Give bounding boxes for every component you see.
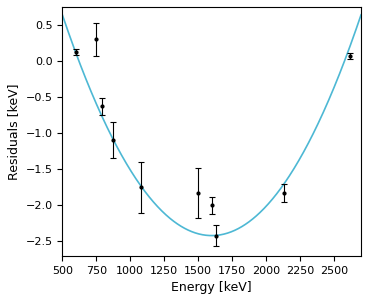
X-axis label: Energy [keV]: Energy [keV] xyxy=(171,281,252,294)
Y-axis label: Residuals [keV]: Residuals [keV] xyxy=(7,83,20,180)
